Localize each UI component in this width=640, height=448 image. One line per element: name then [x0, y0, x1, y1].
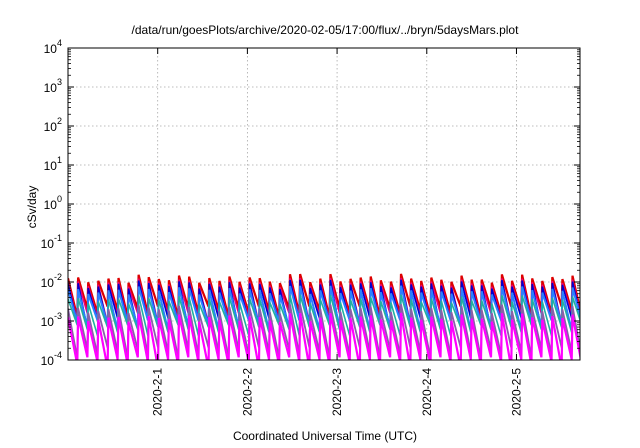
y-tick-label: 101: [44, 155, 62, 173]
x-tick-label: 2020-2-4: [420, 368, 434, 416]
x-tick-label: 2020-2-1: [151, 368, 165, 416]
y-tick-label: 102: [44, 116, 62, 134]
y-tick-label: 103: [44, 77, 62, 95]
y-tick-label: 10-4: [41, 350, 62, 368]
chart-title: /data/run/goesPlots/archive/2020-02-05/1…: [132, 23, 520, 37]
x-tick-label: 2020-2-3: [330, 368, 344, 416]
x-axis-label: Coordinated Universal Time (UTC): [233, 429, 417, 443]
x-tick-label: 2020-2-2: [240, 368, 254, 416]
y-tick-label: 10-1: [41, 233, 62, 251]
y-tick-label: 100: [44, 194, 62, 212]
x-tick-label: 2020-2-5: [509, 368, 523, 416]
y-tick-label: 104: [44, 38, 62, 56]
series-group: [68, 273, 580, 360]
y-tick-label: 10-3: [41, 311, 62, 329]
x-axis: 2020-2-1 2020-2-2 2020-2-3 2020-2-4 2020-2-5: [151, 48, 523, 416]
y-tick-label: 10-2: [41, 272, 62, 290]
y-axis-label: cSv/day: [25, 186, 39, 229]
